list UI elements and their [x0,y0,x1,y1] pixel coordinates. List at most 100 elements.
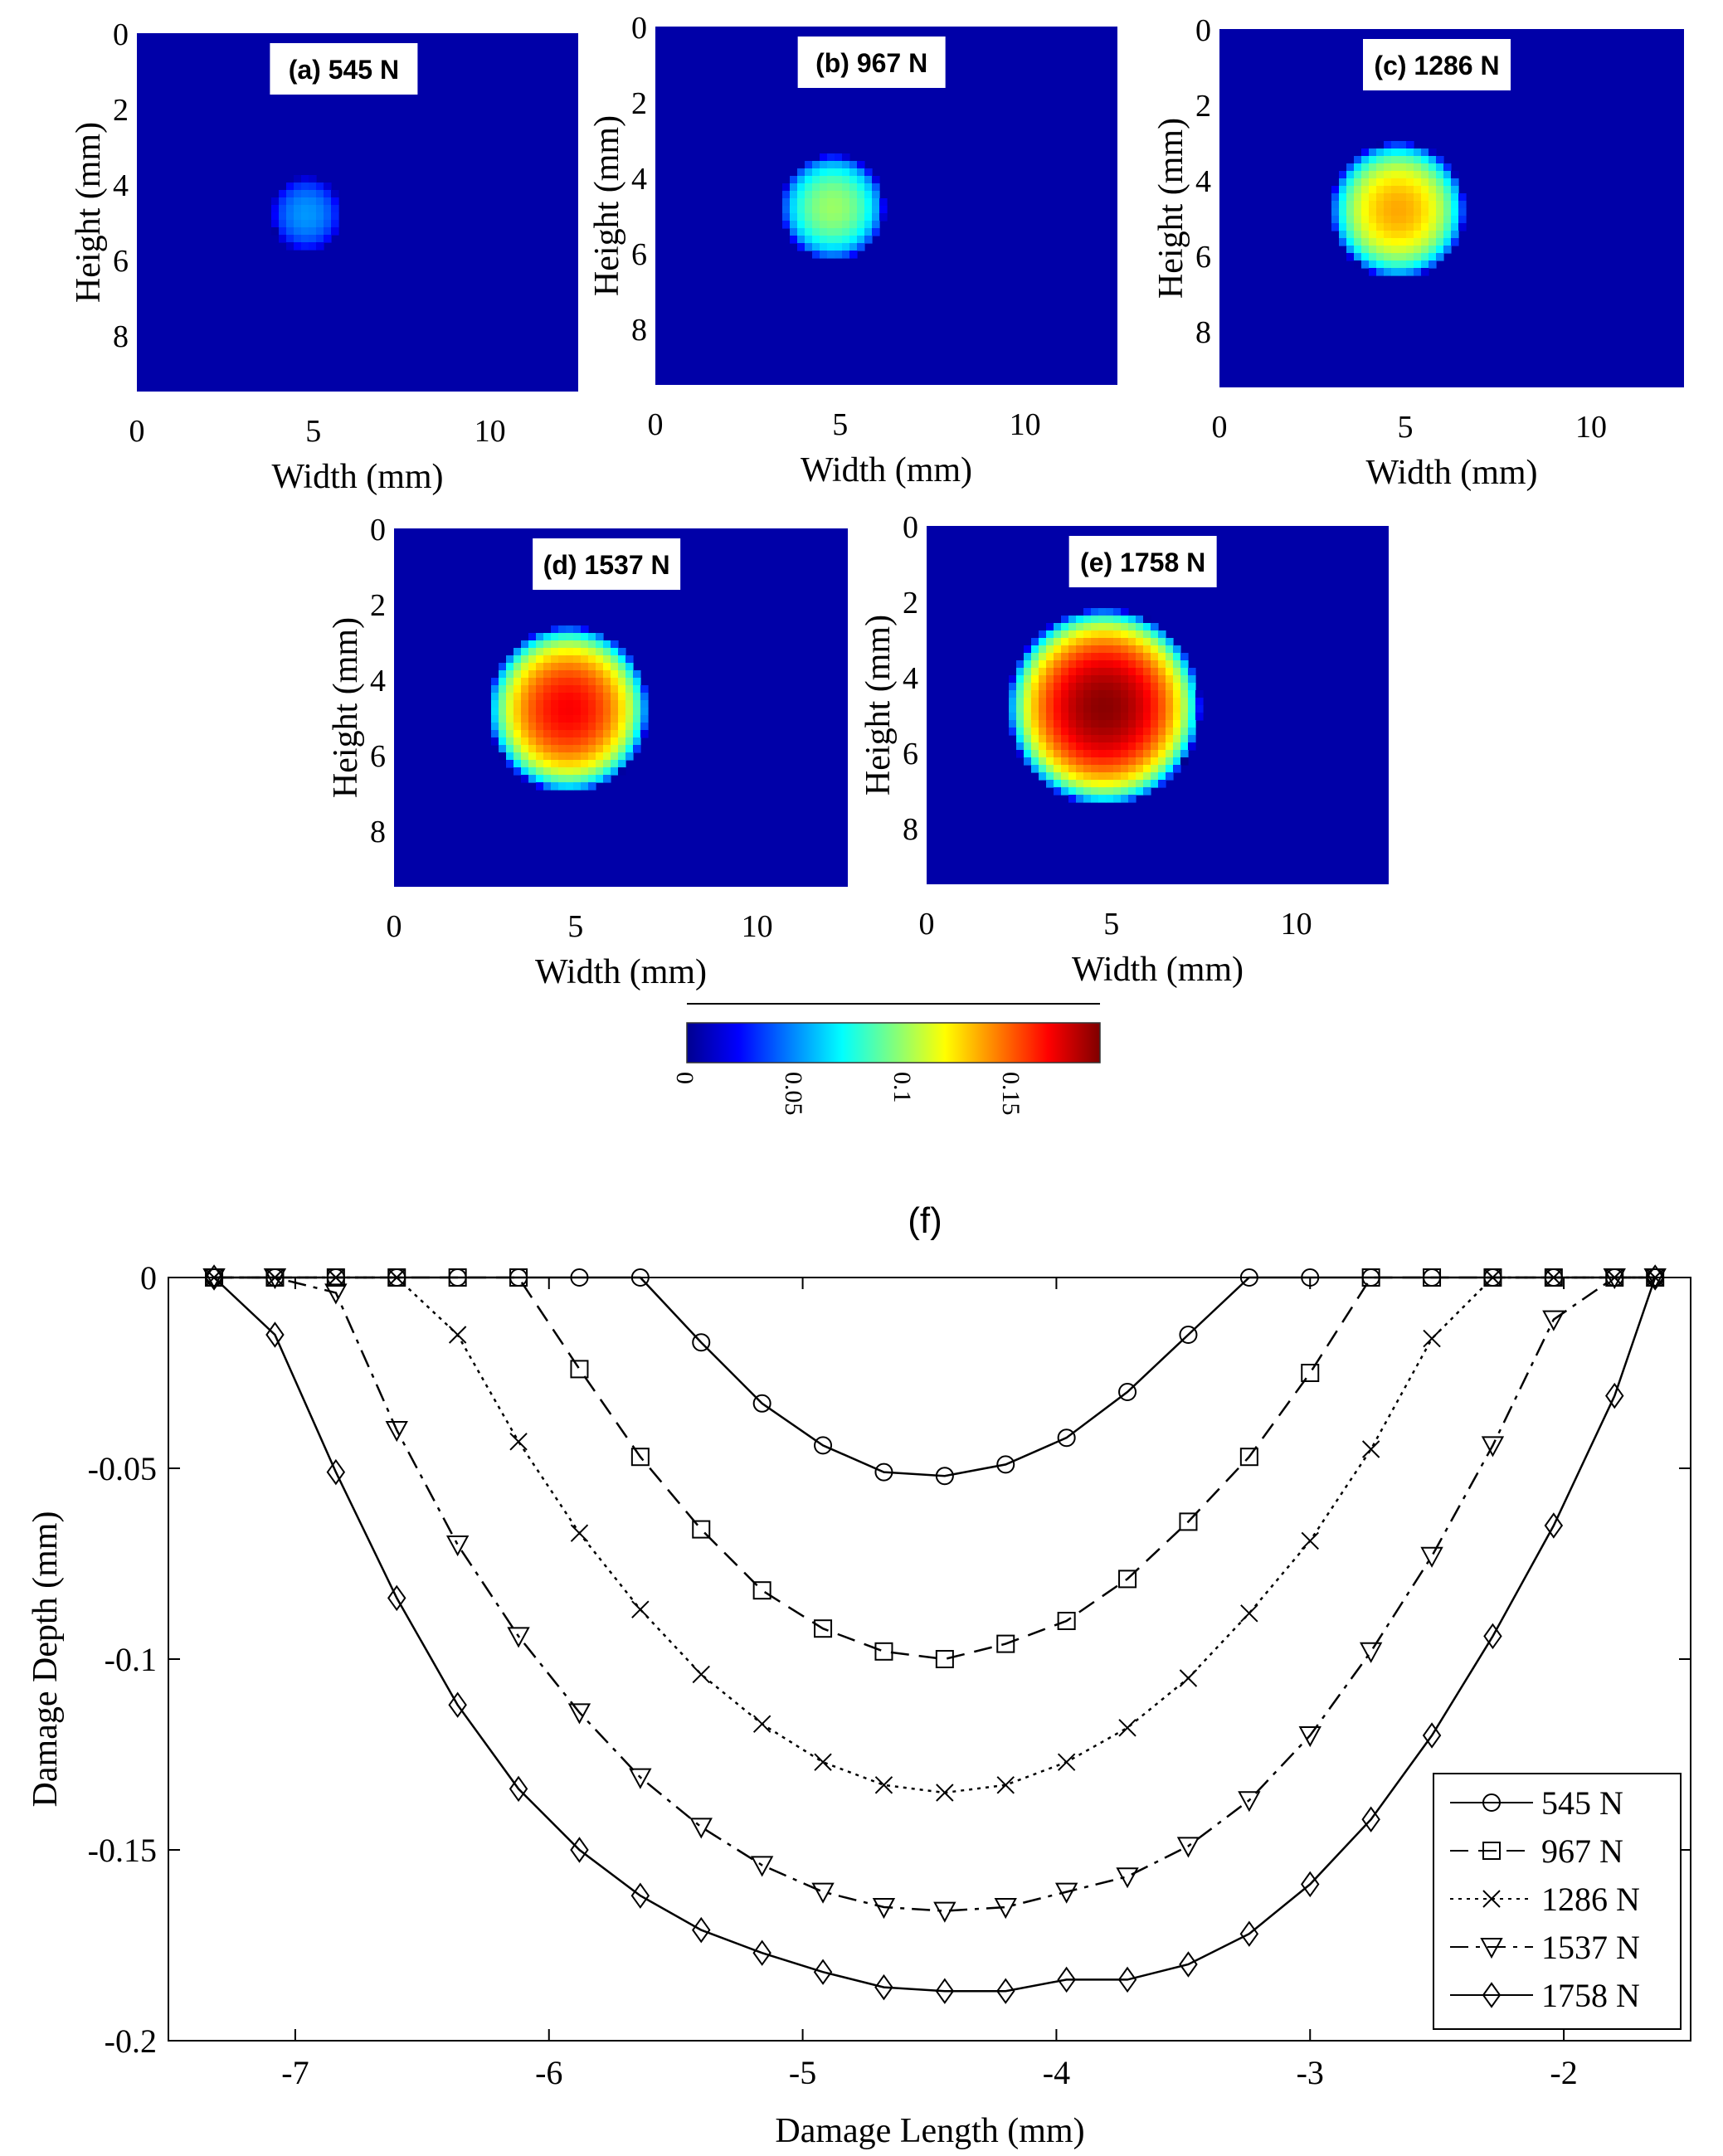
data-point [692,1916,711,1944]
colorbar-tick-label: 0.05 [780,1072,807,1116]
y-tick-label: 2 [113,93,129,128]
x-tick-label: -4 [1043,2054,1070,2091]
y-tick-label: 6 [370,739,386,774]
data-point [935,1978,955,2004]
y-tick-label: 8 [370,815,386,849]
data-point [570,1837,589,1863]
x-tick-label: 0 [648,407,664,442]
x-tick-label: 10 [1281,907,1312,942]
x-tick-label: 0 [129,414,145,449]
data-point [509,1775,528,1803]
series-line [214,1276,1656,1661]
data-point [1239,1448,1258,1467]
x-axis-label: Damage Length (mm) [775,2112,1084,2150]
data-point [1361,1268,1380,1287]
data-point [1179,1326,1198,1344]
data-point [1645,1264,1665,1291]
y-tick-label: 4 [1195,164,1211,199]
data-point [385,1421,408,1443]
data-point [1118,1383,1137,1401]
y-tick-label: 4 [631,162,647,197]
legend-marker [1482,1982,1502,2008]
y-tick-label: 6 [903,737,918,771]
data-point [1423,1268,1442,1287]
data-point [689,1818,713,1839]
panel-label-box [270,43,418,95]
data-point [324,1283,348,1305]
data-point [1179,1951,1198,1978]
data-point [1117,1966,1137,1993]
legend-marker [1482,1793,1501,1812]
data-point [996,1455,1015,1474]
x-axis-label: Width (mm) [271,458,443,496]
data-point [874,1642,893,1661]
panel-label-box [797,37,946,88]
panel-label: (d) 1537 N [543,550,670,580]
panel-label-box [1363,39,1511,90]
data-point [570,1360,589,1379]
y-tick-label: 0 [113,17,129,52]
x-tick-label: -7 [281,2054,309,2091]
data-point [1301,1364,1320,1382]
panel-label: (a) 545 N [289,55,399,85]
data-point [1544,1268,1563,1287]
colorbar: 0 0.05 0.1 0.15 [671,1003,1101,1116]
data-point [630,1882,650,1909]
data-point [1605,1382,1624,1409]
data-point [1361,1806,1380,1832]
data-point [1176,1837,1200,1858]
data-point [814,1619,833,1638]
data-point [629,1768,652,1789]
legend-box [1433,1773,1682,2030]
data-point [1301,1871,1320,1898]
data-point [994,1898,1017,1920]
y-tick-label: 8 [631,313,647,348]
data-point [326,1268,345,1287]
legend-label: 967 N [1541,1832,1623,1870]
x-tick-label: 10 [475,414,506,449]
line-chart: -7 -6 -5 -4 -3 -2 0 -0.05 -0.1 -0.15 -0.2 545 N 967… [27,1259,1691,2150]
data-point [1301,1531,1319,1550]
colorbar-gradient [686,1022,1101,1063]
data-point [631,1600,650,1618]
x-tick-label: -3 [1297,2054,1324,2091]
data-point [1238,1791,1261,1813]
data-point [263,1268,287,1290]
data-point [813,1959,833,1985]
data-point [570,1268,589,1287]
legend-label: 1758 N [1541,1977,1640,2014]
panel-label-box [533,538,681,590]
data-point [814,1436,833,1455]
data-point [1179,1669,1198,1687]
legend: 545 N 967 N 1286 N 1537 N 1758 N [1433,1773,1682,2030]
legend-marker [1480,1938,1503,1959]
heatmap-panel-d: (d) 1537 N 0 5 10 0 2 4 6 8 Width (mm) Height (mm) [327,513,848,991]
x-tick-label: 5 [567,909,583,944]
y-tick-label: 4 [113,168,129,203]
heatmap-panel-b: (b) 967 N 0 5 10 0 2 4 6 8 Width (mm) Height (mm) [588,11,1117,489]
data-point [752,1715,771,1733]
damage-spot [271,175,339,251]
data-point [996,1634,1015,1653]
data-point [567,1703,591,1725]
heatmap-panels: (a) 545 N 0 5 10 0 2 4 6 8 Width (mm) Height (mm) (… [70,11,1684,991]
x-tick-label: 5 [1398,410,1414,445]
x-tick-label: 0 [387,909,402,944]
data-point [750,1856,774,1877]
y-tick-label: 0 [370,513,386,548]
heatmap-panel-a: (a) 545 N 0 5 10 0 2 4 6 8 Width (mm) Height (mm) [70,17,578,496]
data-point [1359,1642,1383,1663]
damage-spot [782,153,888,259]
x-tick-label: 0 [919,907,935,942]
data-point [1603,1268,1626,1290]
data-point [814,1753,832,1771]
data-point [1422,1722,1442,1749]
y-axis-label: Height (mm) [1152,118,1190,299]
data-point [448,1691,467,1718]
data-point [1239,1920,1259,1947]
data-point [1298,1726,1321,1748]
data-point [874,1973,893,2001]
data-point [692,1665,710,1684]
y-tick-label: 8 [903,812,918,847]
legend-label: 1286 N [1541,1881,1640,1918]
